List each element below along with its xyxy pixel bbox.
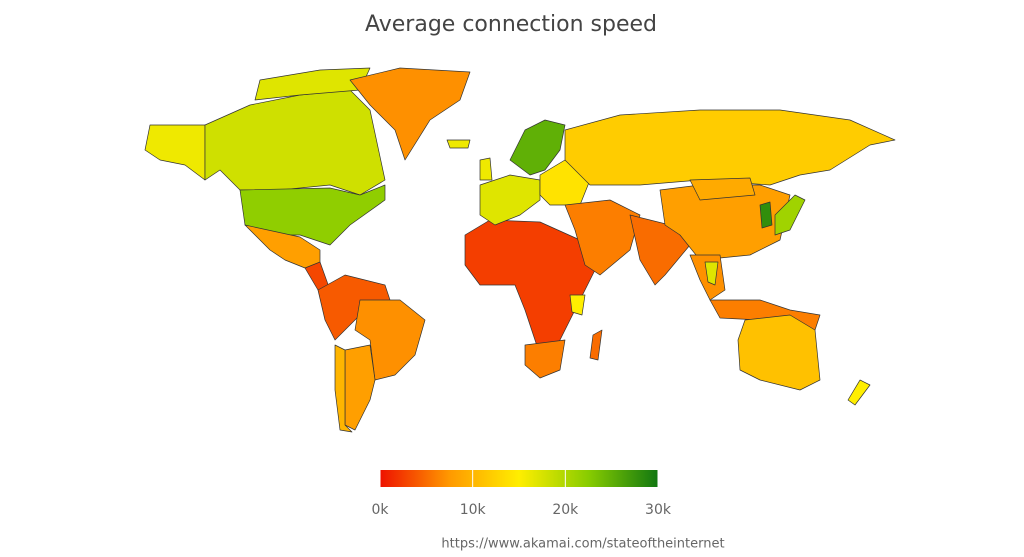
- colorbar: [380, 470, 658, 487]
- region: [204, 89, 386, 196]
- region: [737, 314, 821, 391]
- region: [144, 124, 206, 181]
- region: [509, 119, 566, 176]
- region: [569, 294, 586, 316]
- region: [334, 344, 353, 433]
- chart-title: Average connection speed: [365, 12, 657, 37]
- colorbar-tick-label: 10k: [460, 502, 487, 518]
- region: [564, 109, 896, 186]
- region: [564, 199, 641, 276]
- region: [464, 219, 596, 356]
- region: [479, 174, 541, 226]
- region: [689, 177, 756, 201]
- colorbar-tick-label: 20k: [552, 502, 579, 518]
- regions: [144, 67, 896, 433]
- region: [354, 299, 426, 381]
- colorbar-tick-label: 0k: [371, 502, 389, 518]
- region: [847, 379, 871, 406]
- region: [344, 344, 376, 431]
- region: [704, 261, 719, 286]
- region: [774, 194, 806, 236]
- region: [446, 139, 471, 149]
- region: [589, 329, 603, 361]
- region: [759, 201, 773, 229]
- region: [479, 157, 493, 181]
- region: [349, 67, 471, 161]
- region: [524, 339, 566, 379]
- source: https://www.akamai.com/stateoftheinterne…: [441, 537, 724, 552]
- colorbar-tick-label: 30k: [645, 502, 672, 518]
